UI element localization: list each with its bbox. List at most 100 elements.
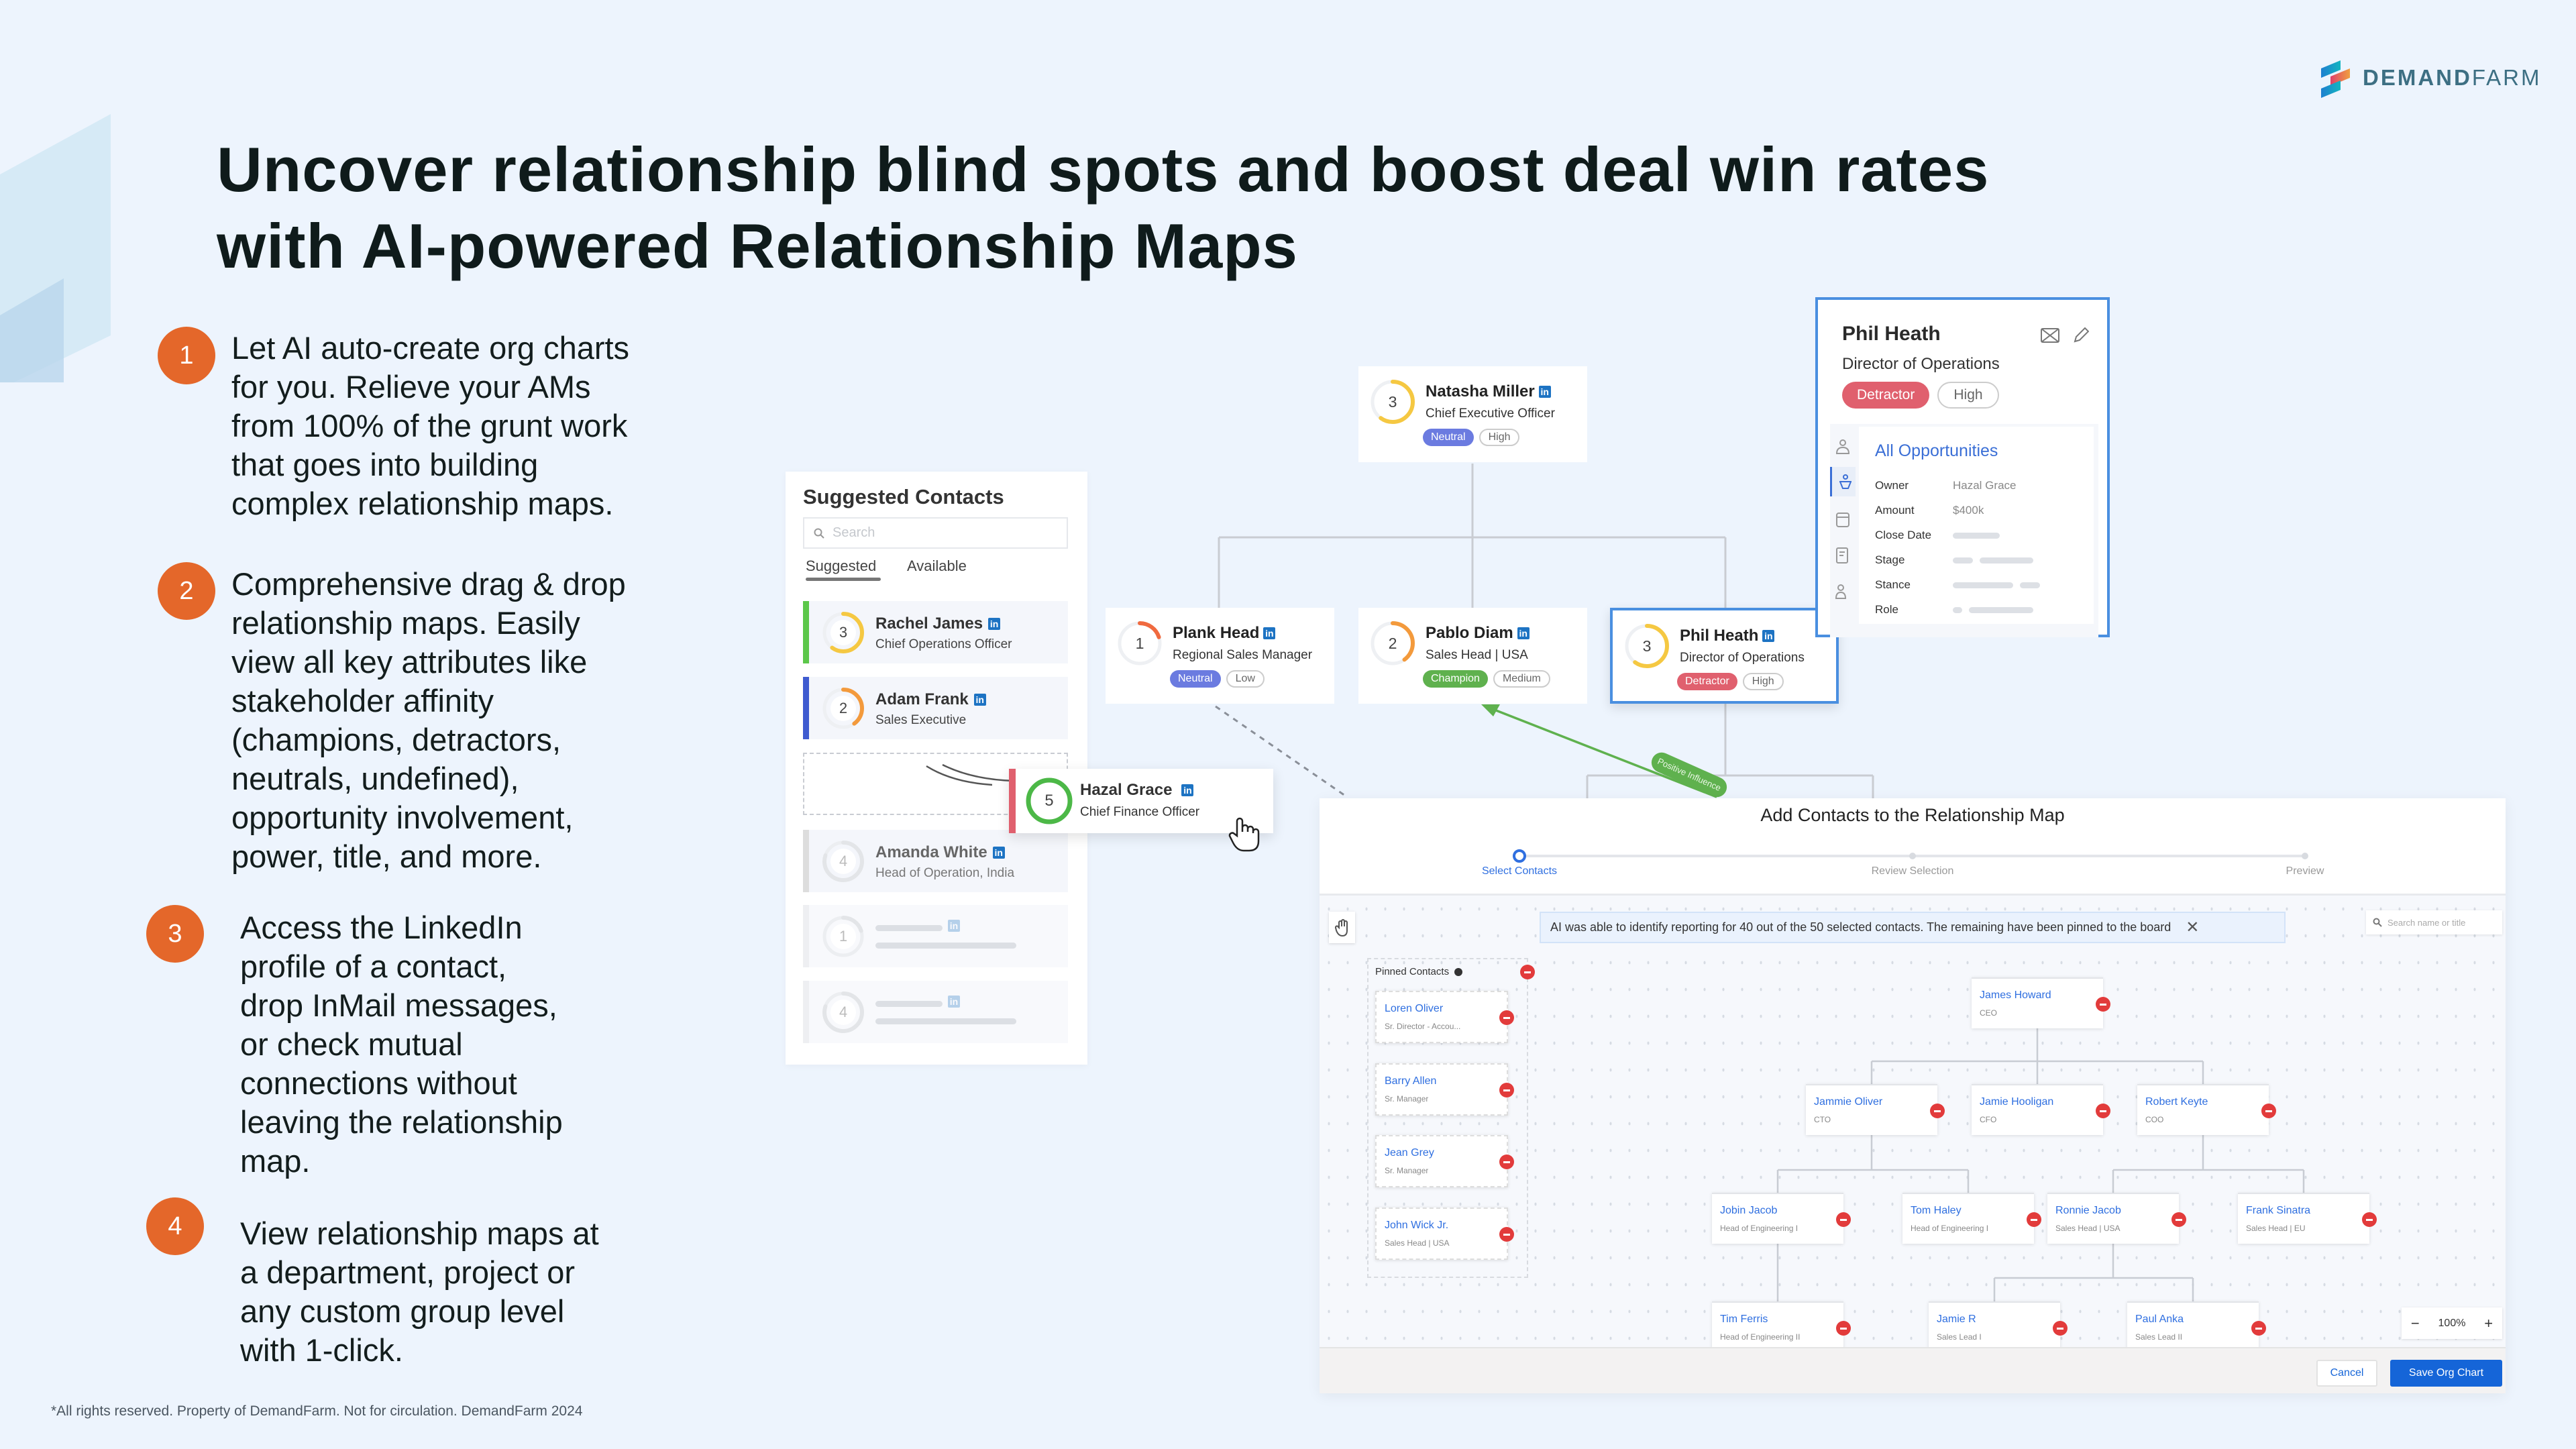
remove-icon[interactable]: [2362, 1212, 2377, 1227]
remove-icon[interactable]: [1499, 1227, 1514, 1242]
org-chart-canvas[interactable]: AI was able to identify reporting for 40…: [1320, 896, 2506, 1352]
pinned-contact-card[interactable]: Loren Oliver Sr. Director - Accou...: [1375, 991, 1514, 1043]
stance-badge: Champion: [1423, 670, 1488, 688]
remove-icon[interactable]: [1499, 1010, 1514, 1025]
info-icon[interactable]: [1454, 967, 1463, 976]
linkedin-icon[interactable]: in: [1517, 627, 1529, 639]
suggested-contact-row[interactable]: 2 Adam Frank in Sales Executive: [803, 677, 1068, 739]
linkedin-icon[interactable]: in: [973, 694, 986, 706]
feature-description: View relationship maps at a department, p…: [240, 1214, 599, 1370]
org-contact-card[interactable]: 2 Pablo Diam in Sales Head | USA Champion Med…: [1358, 608, 1587, 704]
relationship-label[interactable]: Positive Influence: [1648, 749, 1730, 801]
remove-icon[interactable]: [2171, 1212, 2186, 1227]
pinned-contact-card[interactable]: John Wick Jr. Sales Head | USA: [1375, 1208, 1514, 1260]
tree-search-input[interactable]: Search name or title: [2366, 910, 2502, 934]
org-contact-card[interactable]: 3 Phil Heath in Director of Operations Detra…: [1610, 608, 1839, 704]
remove-icon[interactable]: [2096, 1104, 2110, 1118]
tree-contact-card[interactable]: Tim Ferris Head of Engineering II: [1712, 1301, 1851, 1352]
cancel-button[interactable]: Cancel: [2316, 1360, 2377, 1387]
linkedin-icon[interactable]: in: [1181, 784, 1194, 796]
score-ring: 1: [1116, 620, 1163, 667]
linkedin-icon[interactable]: in: [1762, 630, 1775, 642]
linkedin-icon[interactable]: in: [992, 847, 1005, 859]
linkedin-icon[interactable]: in: [1538, 386, 1551, 398]
zoom-control: − 100% +: [2402, 1307, 2502, 1339]
suggested-contact-row[interactable]: 4 in: [803, 981, 1068, 1043]
tree-contact-card[interactable]: Ronnie Jacob Sales Head | USA: [2047, 1193, 2186, 1244]
tab-available[interactable]: Available: [907, 557, 967, 574]
step-label[interactable]: Review Selection: [1871, 865, 1954, 877]
logo-mark-icon: [2321, 60, 2350, 98]
stance-bar: [1009, 769, 1016, 833]
linkedin-icon[interactable]: in: [988, 618, 1001, 630]
modal-title: Add Contacts to the Relationship Map: [1760, 805, 2065, 825]
text-line: or check mutual: [240, 1026, 463, 1062]
save-org-chart-button[interactable]: Save Org Chart: [2390, 1360, 2502, 1387]
pinned-contact-card[interactable]: Barry Allen Sr. Manager: [1375, 1063, 1514, 1116]
remove-icon[interactable]: [1499, 1155, 1514, 1169]
tree-contact-card[interactable]: Robert Keyte COO: [2137, 1084, 2276, 1135]
tree-contact-card[interactable]: Jammie Oliver CTO: [1806, 1084, 1945, 1135]
opportunities-tab[interactable]: [1830, 467, 1856, 496]
pinned-contacts-area: Pinned Contacts: [1367, 958, 1535, 1278]
score-value: 2: [839, 700, 848, 716]
remove-icon[interactable]: [2096, 997, 2110, 1012]
edit-pencil-icon[interactable]: [2073, 327, 2089, 344]
skeleton-value: [1969, 607, 2033, 613]
org-contact-card[interactable]: 1 Plank Head in Regional Sales Manager Neutr…: [1106, 608, 1334, 704]
remove-icon[interactable]: [1499, 1083, 1514, 1097]
remove-icon[interactable]: [2251, 1321, 2266, 1336]
remove-icon[interactable]: [2053, 1321, 2068, 1336]
remove-icon[interactable]: [2261, 1104, 2276, 1118]
field-label: Role: [1875, 603, 1898, 616]
step-label[interactable]: Select Contacts: [1481, 865, 1558, 877]
tree-contact-card[interactable]: Jobin Jacob Head of Engineering I: [1712, 1193, 1851, 1244]
contact-title: Sales Lead II: [2135, 1332, 2183, 1342]
contact-title: Sales Head | USA: [1426, 648, 1528, 662]
pinned-contact-card[interactable]: Jean Grey Sr. Manager: [1375, 1135, 1514, 1187]
text-line: complex relationship maps.: [231, 486, 614, 521]
suggested-contact-row[interactable]: 3 Rachel James in Chief Operations Officer: [803, 601, 1068, 663]
tab-suggested[interactable]: Suggested: [806, 557, 877, 574]
suggested-contact-row[interactable]: 1 in: [803, 905, 1068, 967]
pan-tool-button[interactable]: [1329, 912, 1355, 943]
org-contact-card[interactable]: 3 Natasha Miller in Chief Executive Officer…: [1358, 366, 1587, 462]
close-banner-icon[interactable]: ✕: [2186, 918, 2200, 936]
remove-icon[interactable]: [2027, 1212, 2041, 1227]
remove-icon[interactable]: [1930, 1104, 1945, 1118]
remove-icon[interactable]: [1836, 1212, 1851, 1227]
contact-detail-popup: Phil Heath Director of Operations Detrac…: [1815, 297, 2110, 637]
contacts-icon[interactable]: [1835, 584, 1850, 600]
footer-disclaimer: *All rights reserved. Property of Demand…: [51, 1403, 583, 1419]
calendar-icon[interactable]: [1836, 511, 1849, 527]
dragged-contact-card[interactable]: 5 Hazal Grace in Chief Finance Officer: [1009, 769, 1273, 833]
notes-icon[interactable]: [1836, 547, 1849, 564]
tree-contact-card[interactable]: Jamie Hooligan CFO: [1972, 1084, 2110, 1135]
person-icon[interactable]: [1835, 439, 1850, 455]
contact-title: Sr. Manager: [1385, 1094, 1429, 1104]
linkedin-icon[interactable]: in: [1263, 627, 1276, 639]
decorative-shapes: [0, 114, 111, 382]
tree-contact-card[interactable]: Paul Anka Sales Lead II: [2127, 1301, 2266, 1352]
contact-search-input[interactable]: Search: [803, 517, 1068, 549]
tree-contact-card[interactable]: James Howard CEO: [1972, 977, 2110, 1028]
mail-icon[interactable]: [2041, 328, 2059, 343]
zoom-out-button[interactable]: −: [2410, 1314, 2420, 1332]
demandfarm-logo: DEMANDFARM: [2320, 56, 2542, 99]
section-title[interactable]: All Opportunities: [1875, 441, 1998, 460]
tree-contact-card[interactable]: Jamie R Sales Lead I: [1929, 1301, 2068, 1352]
remove-icon[interactable]: [1836, 1321, 1851, 1336]
contact-name: Amanda White in: [875, 843, 1005, 862]
step-label[interactable]: Preview: [2286, 865, 2324, 877]
name-text: Rachel James: [875, 614, 983, 633]
tree-contact-card[interactable]: Frank Sinatra Sales Head | EU: [2238, 1193, 2377, 1244]
contact-title: Head of Engineering I: [1911, 1224, 1989, 1233]
remove-icon[interactable]: [1520, 965, 1535, 979]
step-dot: [1513, 849, 1526, 863]
name-text: Adam Frank: [875, 690, 969, 708]
contact-name: John Wick Jr.: [1385, 1220, 1449, 1231]
motion-lines-icon: [926, 763, 1014, 786]
tree-contact-card[interactable]: Tom Haley Head of Engineering I: [1902, 1193, 2041, 1244]
zoom-in-button[interactable]: +: [2484, 1314, 2493, 1332]
suggested-contact-row[interactable]: 4 Amanda White in Head of Operation, India: [803, 830, 1068, 892]
